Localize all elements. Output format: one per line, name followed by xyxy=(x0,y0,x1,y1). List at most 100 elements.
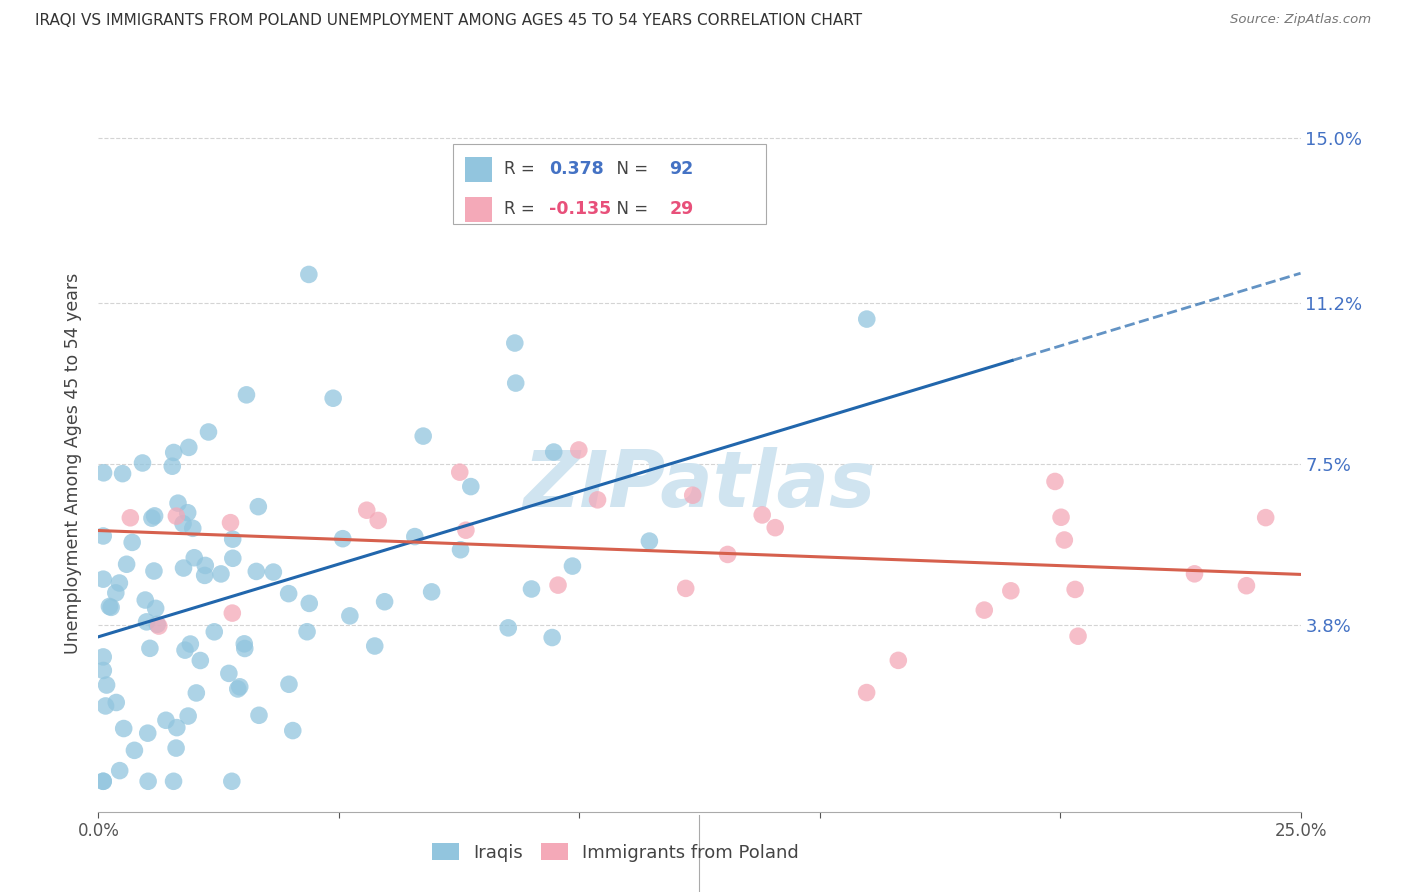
Point xyxy=(541,631,564,645)
Point xyxy=(181,521,204,535)
Point xyxy=(763,521,786,535)
Point xyxy=(139,641,162,656)
Point xyxy=(148,619,170,633)
Point xyxy=(177,441,200,455)
Point xyxy=(364,639,387,653)
Point xyxy=(586,492,609,507)
Point xyxy=(1254,510,1277,524)
Point xyxy=(163,445,186,459)
Point xyxy=(209,566,232,581)
Point xyxy=(855,685,877,699)
Point xyxy=(183,550,205,565)
Point xyxy=(496,621,519,635)
Point xyxy=(247,500,270,514)
Point xyxy=(94,698,117,713)
Point xyxy=(233,641,256,656)
FancyBboxPatch shape xyxy=(453,144,766,224)
Point xyxy=(91,774,114,789)
Point xyxy=(166,721,188,735)
Point xyxy=(172,516,194,531)
Text: N =: N = xyxy=(606,201,654,219)
Point xyxy=(91,572,114,586)
Point xyxy=(104,586,127,600)
Point xyxy=(221,774,243,789)
Point xyxy=(460,479,482,493)
Point xyxy=(111,467,134,481)
Point xyxy=(717,548,740,562)
Point xyxy=(543,445,565,459)
Point xyxy=(675,582,697,596)
Point xyxy=(222,532,245,546)
Point xyxy=(374,595,396,609)
Point xyxy=(162,459,184,474)
Point xyxy=(108,764,131,778)
Point xyxy=(1064,582,1087,597)
Point xyxy=(1043,475,1066,489)
Point xyxy=(141,511,163,525)
Point xyxy=(188,653,211,667)
Point xyxy=(219,516,242,530)
Point xyxy=(339,608,361,623)
Point xyxy=(202,624,225,639)
Point xyxy=(298,596,321,610)
Point xyxy=(450,542,472,557)
Text: IRAQI VS IMMIGRANTS FROM POLAND UNEMPLOYMENT AMONG AGES 45 TO 54 YEARS CORRELATI: IRAQI VS IMMIGRANTS FROM POLAND UNEMPLOY… xyxy=(35,13,862,29)
Point xyxy=(281,723,304,738)
Point xyxy=(165,509,187,524)
Point xyxy=(174,643,197,657)
Point xyxy=(135,615,157,629)
Point xyxy=(226,681,249,696)
Point xyxy=(115,558,138,572)
Point xyxy=(420,585,443,599)
Point xyxy=(165,741,187,756)
Point xyxy=(91,774,114,789)
Point xyxy=(177,709,200,723)
Point xyxy=(233,637,256,651)
Point xyxy=(98,599,121,614)
Point xyxy=(96,678,118,692)
Point xyxy=(682,488,704,502)
Point xyxy=(332,532,354,546)
Point xyxy=(505,376,527,390)
Text: Source: ZipAtlas.com: Source: ZipAtlas.com xyxy=(1230,13,1371,27)
Point xyxy=(973,603,995,617)
Point xyxy=(1053,533,1076,547)
Point xyxy=(245,565,267,579)
Point xyxy=(454,523,477,537)
Point xyxy=(143,508,166,523)
Point xyxy=(638,534,661,549)
Point xyxy=(568,442,591,457)
Text: 29: 29 xyxy=(669,201,693,219)
Point xyxy=(751,508,773,522)
Point xyxy=(404,530,426,544)
Point xyxy=(1000,583,1022,598)
Point xyxy=(142,564,165,578)
Point xyxy=(136,774,159,789)
Point xyxy=(412,429,434,443)
Point xyxy=(1236,579,1258,593)
Point xyxy=(145,601,167,615)
Point xyxy=(229,680,252,694)
Point xyxy=(277,587,299,601)
Bar xyxy=(465,197,492,222)
Point xyxy=(520,582,543,596)
Point xyxy=(194,568,217,582)
Point xyxy=(322,391,344,405)
Point xyxy=(105,696,128,710)
Point xyxy=(186,686,208,700)
Text: 0.378: 0.378 xyxy=(550,161,605,178)
Point xyxy=(131,456,153,470)
Point xyxy=(176,506,198,520)
Point xyxy=(1050,510,1073,524)
Bar xyxy=(465,157,492,182)
Text: -0.135: -0.135 xyxy=(550,201,612,219)
Text: ZIPatlas: ZIPatlas xyxy=(523,447,876,523)
Point xyxy=(367,513,389,527)
Point xyxy=(146,617,169,632)
Text: N =: N = xyxy=(606,161,654,178)
Point xyxy=(1184,566,1206,581)
Point xyxy=(262,565,284,579)
Point xyxy=(91,529,114,543)
Point xyxy=(222,551,245,566)
Point xyxy=(449,465,471,479)
